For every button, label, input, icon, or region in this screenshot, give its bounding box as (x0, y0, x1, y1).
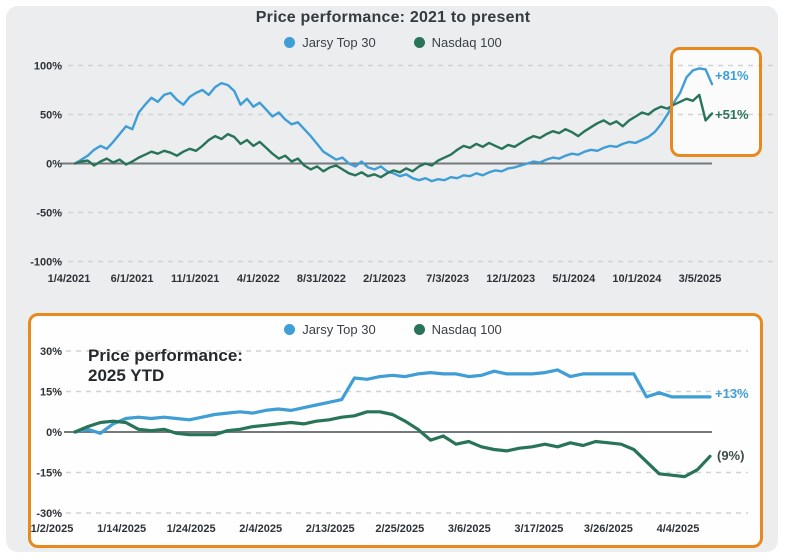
y-tick-label: 0% (46, 427, 62, 439)
x-tick-label: 11/1/2021 (171, 273, 219, 285)
legend-item-nasdaq: Nasdaq 100 (413, 35, 502, 50)
x-tick-label: 1/14/2025 (97, 523, 146, 535)
x-tick-label: 2/4/2025 (239, 523, 282, 535)
ytd-chart-title-line1: Price performance: (88, 346, 243, 365)
series-line-nasdaq-100 (73, 93, 714, 179)
y-tick-label: 30% (40, 346, 62, 358)
x-tick-label: 5/1/2024 (552, 273, 596, 285)
x-tick-label: 1/4/2021 (48, 273, 91, 285)
x-tick-label: 2/1/2023 (363, 273, 406, 285)
series-line-jarsy-top-30 (73, 67, 714, 183)
nasdaq-legend-dot-icon (413, 37, 425, 48)
jarsy-legend-label: Jarsy Top 30 (302, 322, 376, 337)
price-performance-ytd-chart: 30% 15% 0% -15% -30% 1/2/2025 1/14/2025 1/24/20… (31, 346, 748, 535)
x-tick-label: 6/1/2021 (111, 273, 154, 285)
ytd-chart-title-line2: 2025 YTD (88, 366, 165, 385)
jarsy-legend-dot-icon (284, 324, 296, 335)
jarsy-legend-label: Jarsy Top 30 (302, 35, 376, 50)
x-tick-label: 10/1/2024 (612, 273, 662, 285)
price-performance-2021-chart: 100% 50% 0% -50% -100% 1/4/2021 6/1/2021 11/1/2… (30, 61, 774, 285)
y-tick-label: -100% (30, 257, 62, 269)
nasdaq-legend-dot-icon (413, 324, 425, 335)
x-tick-label: 1/2/2025 (31, 523, 74, 535)
y-tick-label: 50% (40, 110, 62, 122)
y-tick-label: 0% (46, 159, 62, 171)
y-tick-label: -50% (36, 208, 62, 220)
series-line-jarsy-top-30 (73, 368, 712, 435)
x-tick-label: 7/3/2023 (426, 273, 469, 285)
x-tick-label: 3/26/2025 (584, 523, 633, 535)
y-tick-label: 15% (40, 387, 62, 399)
x-tick-label: 1/24/2025 (167, 523, 216, 535)
x-tick-label: 4/1/2022 (237, 273, 280, 285)
legend-item-jarsy-ytd: Jarsy Top 30 (284, 322, 376, 337)
top-chart-title: Price performance: 2021 to present (255, 9, 531, 26)
ytd-chart-title: Price performance: 2025 YTD (88, 346, 243, 386)
bottom-legend: Jarsy Top 30 Nasdaq 100 (0, 322, 786, 337)
y-tick-label: -30% (36, 508, 62, 520)
nasdaq-legend-label: Nasdaq 100 (431, 322, 502, 337)
top-legend: Jarsy Top 30 Nasdaq 100 (0, 35, 786, 50)
nasdaq-all-time-return-label: +51% (715, 107, 749, 122)
x-tick-label: 12/1/2023 (486, 273, 535, 285)
y-tick-label: -15% (36, 468, 62, 480)
nasdaq-ytd-return-label: (9%) (717, 448, 745, 463)
legend-item-nasdaq-ytd: Nasdaq 100 (413, 322, 502, 337)
x-tick-label: 4/4/2025 (657, 523, 700, 535)
x-tick-label: 3/6/2025 (448, 523, 491, 535)
legend-item-jarsy: Jarsy Top 30 (284, 35, 376, 50)
nasdaq-legend-label: Nasdaq 100 (431, 35, 502, 50)
x-tick-label: 3/17/2025 (514, 523, 563, 535)
highlight-box-fill (670, 47, 762, 157)
series-line-nasdaq-100 (73, 410, 712, 479)
highlight-box (670, 47, 762, 157)
jarsy-all-time-return-label: +81% (715, 68, 749, 83)
x-tick-label: 2/13/2025 (306, 523, 355, 535)
jarsy-ytd-return-label: +13% (715, 386, 749, 401)
x-tick-label: 8/31/2022 (297, 273, 346, 285)
jarsy-legend-dot-icon (284, 37, 296, 48)
x-tick-label: 3/5/2025 (679, 273, 722, 285)
y-tick-label: 100% (34, 61, 62, 73)
x-tick-label: 2/25/2025 (375, 523, 424, 535)
